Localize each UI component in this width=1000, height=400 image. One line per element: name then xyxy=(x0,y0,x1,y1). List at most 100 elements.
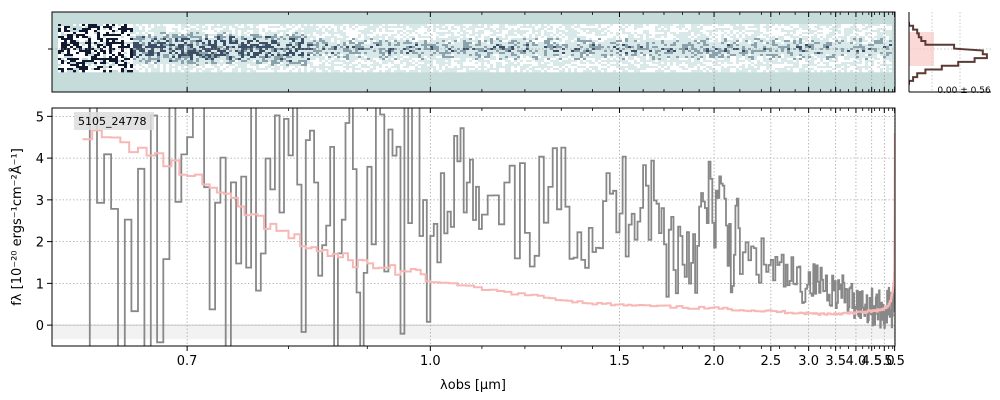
heatmap-pixel xyxy=(292,52,295,55)
heatmap-pixel xyxy=(499,70,502,73)
heatmap-pixel xyxy=(157,28,160,31)
heatmap-pixel xyxy=(184,52,187,55)
heatmap-pixel xyxy=(292,24,295,27)
heatmap-pixel xyxy=(421,58,424,61)
heatmap-pixel xyxy=(421,60,424,63)
heatmap-pixel xyxy=(613,54,616,57)
heatmap-pixel xyxy=(568,60,571,63)
heatmap-pixel xyxy=(103,62,106,65)
heatmap-pixel xyxy=(310,32,313,35)
heatmap-pixel xyxy=(319,66,322,69)
heatmap-pixel xyxy=(67,70,70,73)
heatmap-pixel xyxy=(463,40,466,43)
heatmap-pixel xyxy=(490,46,493,49)
heatmap-pixel xyxy=(595,26,598,29)
heatmap-pixel xyxy=(358,32,361,35)
heatmap-pixel xyxy=(592,30,595,33)
heatmap-pixel xyxy=(274,48,277,51)
heatmap-pixel xyxy=(652,64,655,67)
heatmap-pixel xyxy=(172,56,175,59)
heatmap-pixel xyxy=(61,28,64,31)
heatmap-pixel xyxy=(97,62,100,65)
heatmap-pixel xyxy=(436,50,439,53)
heatmap-pixel xyxy=(676,48,679,51)
heatmap-pixel xyxy=(460,44,463,47)
heatmap-pixel xyxy=(433,60,436,63)
heatmap-pixel xyxy=(547,54,550,57)
heatmap-pixel xyxy=(106,44,109,47)
heatmap-pixel xyxy=(337,38,340,41)
heatmap-pixel xyxy=(214,42,217,45)
heatmap-pixel xyxy=(337,28,340,31)
heatmap-pixel xyxy=(130,56,133,59)
heatmap-pixel xyxy=(673,66,676,69)
heatmap-pixel xyxy=(247,34,250,37)
heatmap-pixel xyxy=(103,70,106,73)
heatmap-pixel xyxy=(424,58,427,61)
heatmap-pixel xyxy=(532,48,535,51)
heatmap-pixel xyxy=(508,58,511,61)
heatmap-pixel xyxy=(481,44,484,47)
heatmap-pixel xyxy=(586,66,589,69)
heatmap-pixel xyxy=(331,38,334,41)
heatmap-pixel xyxy=(262,44,265,47)
heatmap-pixel xyxy=(244,40,247,43)
heatmap-pixel xyxy=(577,52,580,55)
heatmap-pixel xyxy=(82,54,85,57)
heatmap-pixel xyxy=(649,30,652,33)
heatmap-pixel xyxy=(82,30,85,33)
heatmap-pixel xyxy=(253,30,256,33)
heatmap-pixel xyxy=(220,40,223,43)
heatmap-pixel xyxy=(610,60,613,63)
heatmap-pixel xyxy=(448,32,451,35)
heatmap-pixel xyxy=(244,26,247,29)
heatmap-pixel xyxy=(493,60,496,63)
heatmap-pixel xyxy=(484,30,487,33)
heatmap-pixel xyxy=(310,58,313,61)
heatmap-pixel xyxy=(562,68,565,71)
heatmap-pixel xyxy=(535,54,538,57)
heatmap-pixel xyxy=(406,60,409,63)
heatmap-pixel xyxy=(94,40,97,43)
heatmap-pixel xyxy=(481,24,484,27)
heatmap-pixel xyxy=(487,68,490,71)
heatmap-pixel xyxy=(169,38,172,41)
heatmap-pixel xyxy=(142,40,145,43)
heatmap-pixel xyxy=(88,56,91,59)
heatmap-pixel xyxy=(508,54,511,57)
heatmap-pixel xyxy=(469,26,472,29)
heatmap-pixel xyxy=(676,68,679,71)
heatmap-pixel xyxy=(352,44,355,47)
heatmap-pixel xyxy=(469,30,472,33)
heatmap-pixel xyxy=(430,46,433,49)
heatmap-pixel xyxy=(373,26,376,29)
heatmap-pixel xyxy=(271,70,274,73)
heatmap-pixel xyxy=(88,36,91,39)
heatmap-pixel xyxy=(496,26,499,29)
heatmap-pixel xyxy=(136,54,139,57)
heatmap-pixel xyxy=(511,24,514,27)
heatmap-pixel xyxy=(451,26,454,29)
heatmap-pixel xyxy=(181,54,184,57)
heatmap-pixel xyxy=(586,70,589,73)
heatmap-pixel xyxy=(400,44,403,47)
heatmap-pixel xyxy=(529,28,532,31)
heatmap-pixel xyxy=(529,46,532,49)
heatmap-pixel xyxy=(214,38,217,41)
heatmap-pixel xyxy=(547,46,550,49)
heatmap-pixel xyxy=(673,56,676,59)
heatmap-pixel xyxy=(112,50,115,53)
heatmap-pixel xyxy=(439,66,442,69)
heatmap-pixel xyxy=(64,52,67,55)
heatmap-pixel xyxy=(454,62,457,65)
heatmap-pixel xyxy=(307,64,310,67)
heatmap-pixel xyxy=(544,66,547,69)
heatmap-pixel xyxy=(436,66,439,69)
heatmap-pixel xyxy=(85,44,88,47)
heatmap-pixel xyxy=(397,32,400,35)
heatmap-pixel xyxy=(73,54,76,57)
heatmap-pixel xyxy=(370,28,373,31)
heatmap-pixel xyxy=(601,34,604,37)
heatmap-pixel xyxy=(262,68,265,71)
heatmap-pixel xyxy=(604,38,607,41)
